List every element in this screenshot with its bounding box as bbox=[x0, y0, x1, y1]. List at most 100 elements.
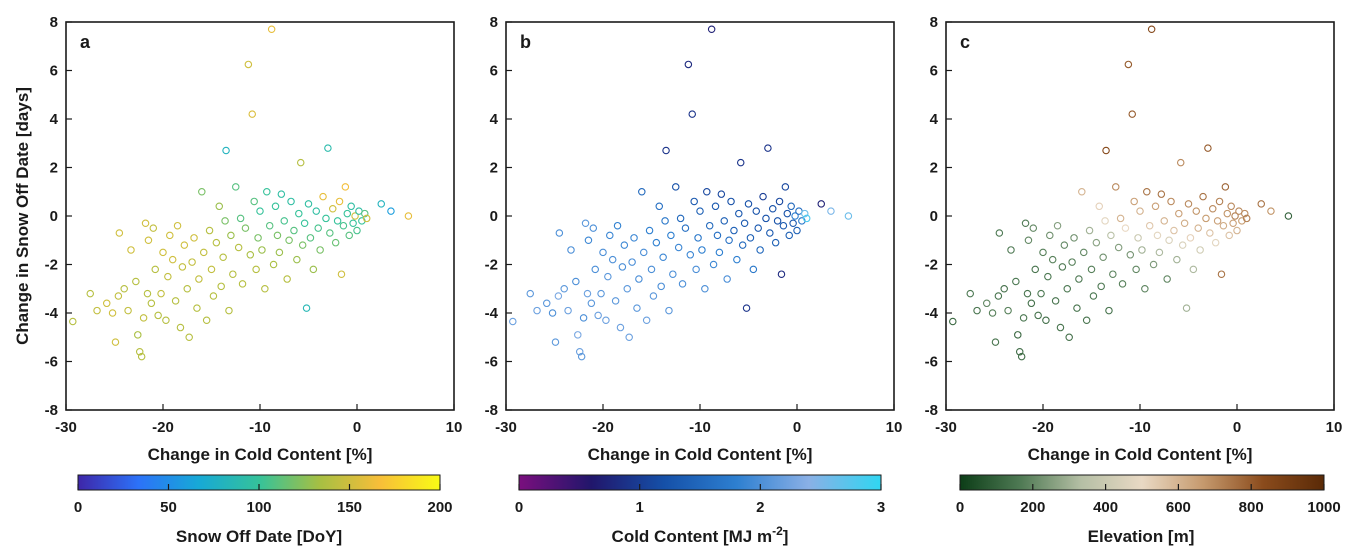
scatter-point bbox=[1021, 219, 1030, 228]
scatter-point bbox=[949, 317, 957, 326]
scatter-point bbox=[725, 236, 733, 245]
colorbar-tick-label: 100 bbox=[246, 499, 271, 516]
scatter-point bbox=[625, 333, 633, 341]
scatter-point bbox=[735, 209, 743, 218]
scatter-point bbox=[362, 214, 371, 223]
scatter-point bbox=[295, 209, 303, 218]
scatter-point bbox=[606, 231, 614, 240]
scatter-point bbox=[509, 317, 517, 326]
scatter-point bbox=[1241, 209, 1249, 218]
scatter-point bbox=[275, 248, 284, 257]
scatter-point bbox=[713, 231, 722, 240]
scatter-point bbox=[222, 146, 230, 155]
x-tick-label: 10 bbox=[446, 419, 463, 436]
scatter-point bbox=[777, 270, 786, 278]
scatter-point bbox=[1184, 200, 1193, 208]
scatter-point bbox=[844, 212, 853, 220]
scatter-point bbox=[221, 217, 229, 225]
scatter-point bbox=[696, 207, 704, 215]
scatter-point bbox=[114, 292, 123, 300]
scatter-point bbox=[135, 348, 144, 356]
scatter-point bbox=[995, 229, 1004, 237]
scatter-point bbox=[345, 231, 353, 240]
scatter-point bbox=[229, 270, 237, 278]
scatter-point bbox=[589, 224, 598, 232]
scatter-point bbox=[102, 299, 111, 308]
scatter-point bbox=[1082, 316, 1091, 325]
scatter-point bbox=[771, 238, 780, 247]
scatter-point bbox=[296, 158, 305, 167]
x-tick-label: -20 bbox=[592, 419, 614, 436]
scatter-point bbox=[1163, 275, 1171, 283]
scatter-point bbox=[248, 110, 256, 118]
y-tick-label: 6 bbox=[490, 63, 498, 80]
colorbar-label-b-main: Cold Content [MJ m bbox=[612, 527, 773, 546]
scatter-point bbox=[287, 197, 295, 206]
scatter-point bbox=[1141, 284, 1149, 293]
y-tick-label: 4 bbox=[930, 111, 939, 128]
x-axis-label-a: Change in Cold Content [%] bbox=[148, 445, 373, 464]
scatter-point bbox=[157, 289, 165, 298]
scatter-point bbox=[225, 306, 233, 315]
scatter-point bbox=[1126, 251, 1135, 259]
y-tick-label: -6 bbox=[925, 354, 938, 371]
scatter-point bbox=[1099, 253, 1107, 261]
scatter-point bbox=[789, 219, 797, 228]
scatter-point bbox=[773, 217, 782, 225]
y-tick-label: -8 bbox=[485, 402, 498, 419]
scatter-point bbox=[1079, 248, 1088, 257]
scatter-point bbox=[171, 297, 180, 305]
scatter-point bbox=[709, 260, 718, 269]
scatter-point bbox=[149, 224, 158, 232]
y-tick-label: 2 bbox=[490, 160, 498, 177]
colorbar-ticks-b: 0 1 2 3 bbox=[515, 484, 885, 516]
scatter-point bbox=[591, 265, 599, 274]
scatter-point bbox=[69, 317, 77, 326]
scatter-point bbox=[341, 183, 350, 191]
scatter-point bbox=[802, 214, 811, 223]
scatter-point bbox=[764, 144, 772, 152]
y-tick-label: -2 bbox=[925, 257, 938, 274]
scatter-point bbox=[988, 309, 997, 317]
scatter-point bbox=[333, 217, 342, 225]
scatter-point bbox=[193, 304, 201, 312]
scatter-point bbox=[659, 253, 667, 261]
scatter-point bbox=[324, 144, 332, 152]
scatter-point bbox=[1160, 217, 1169, 225]
scatter-point bbox=[1186, 234, 1195, 242]
scatter-point bbox=[1095, 202, 1104, 211]
scatter-point bbox=[1257, 200, 1266, 208]
scatter-point bbox=[263, 188, 271, 196]
scatter-point bbox=[1112, 183, 1120, 191]
scatter-point bbox=[351, 212, 359, 220]
scatter-point bbox=[1130, 197, 1138, 206]
scatter-point bbox=[1031, 265, 1039, 274]
scatter-point bbox=[1109, 270, 1117, 278]
x-tick-label: -10 bbox=[1129, 419, 1151, 436]
scatter-point bbox=[738, 241, 747, 249]
scatter-point bbox=[533, 306, 541, 315]
colorbar-tick-label: 150 bbox=[337, 499, 362, 516]
scatter-point bbox=[1114, 243, 1123, 252]
scatter-point bbox=[667, 231, 675, 240]
scatter-point bbox=[180, 241, 189, 249]
scatter-point bbox=[604, 272, 612, 281]
scatter-point bbox=[785, 231, 793, 240]
scatter-point bbox=[387, 207, 395, 215]
scatter-point bbox=[166, 231, 174, 240]
scatter-point bbox=[817, 200, 825, 208]
scatter-point bbox=[583, 289, 592, 298]
scatter-point bbox=[647, 265, 656, 274]
scatter-point bbox=[319, 192, 327, 201]
scatter-point bbox=[740, 219, 749, 228]
y-tick-label: -6 bbox=[45, 354, 58, 371]
scatter-point bbox=[1056, 323, 1065, 332]
scatter-point bbox=[147, 299, 156, 308]
plot-frame-b bbox=[505, 21, 895, 411]
plot-frame-c bbox=[945, 21, 1335, 411]
scatter-point bbox=[337, 270, 346, 278]
scatter-point bbox=[1085, 226, 1094, 235]
y-tick-label: 8 bbox=[930, 14, 938, 31]
scatter-point bbox=[678, 280, 687, 288]
x-tick-label: 0 bbox=[793, 419, 801, 436]
